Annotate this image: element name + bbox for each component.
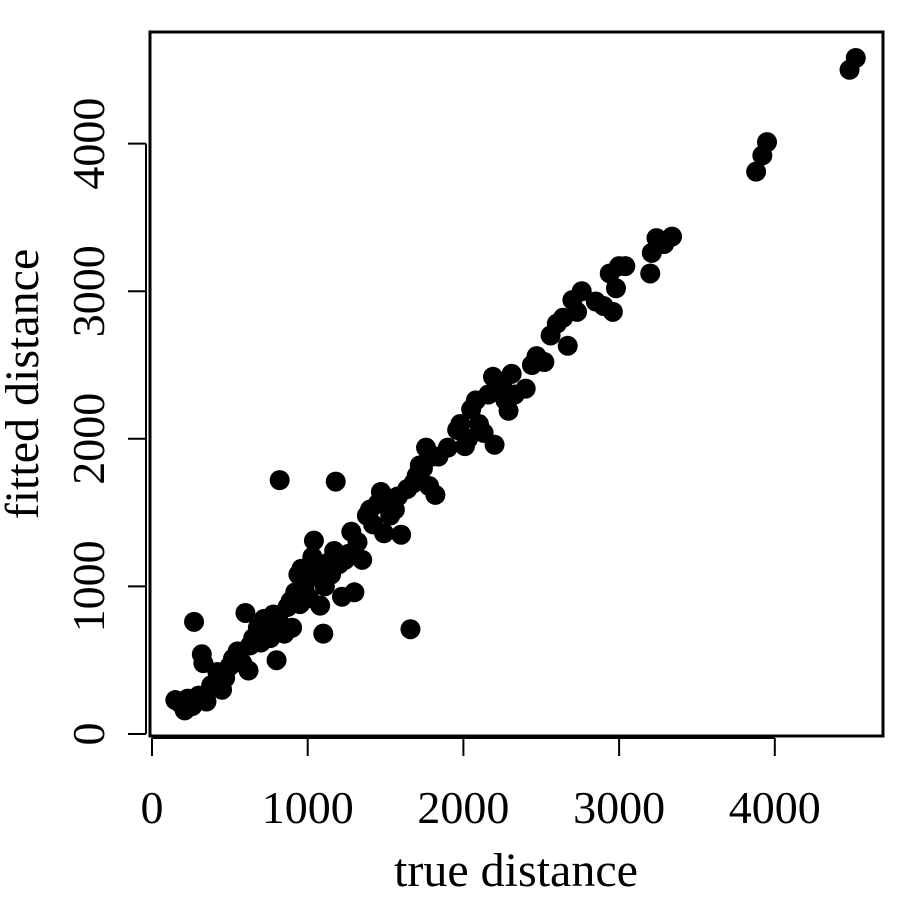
data-point	[425, 484, 446, 505]
data-point	[266, 650, 287, 671]
data-point	[303, 530, 324, 551]
x-tick-label: 3000	[573, 782, 665, 833]
y-axis-title: fitted distance	[0, 249, 49, 520]
y-tick-label: 0	[63, 723, 114, 746]
y-axis: 0 1000 2000 3000 4000	[63, 98, 147, 746]
data-point	[282, 617, 303, 638]
data-point	[325, 471, 346, 492]
data-point	[640, 263, 661, 284]
data-point	[567, 301, 588, 322]
data-point	[746, 161, 767, 182]
data-point	[557, 335, 578, 356]
data-point	[269, 470, 290, 491]
data-point	[605, 278, 626, 299]
y-tick-label: 3000	[63, 245, 114, 337]
y-tick-label: 2000	[63, 393, 114, 485]
data-point	[501, 363, 522, 384]
x-tick-label: 0	[141, 782, 164, 833]
data-point	[373, 523, 394, 544]
data-points	[165, 47, 866, 721]
data-point	[534, 352, 555, 373]
data-point	[196, 691, 217, 712]
data-point	[515, 378, 536, 399]
data-point	[845, 47, 866, 68]
data-point	[615, 256, 636, 277]
y-tick-label: 4000	[63, 98, 114, 190]
data-point	[484, 434, 505, 455]
x-tick-label: 4000	[729, 782, 821, 833]
x-axis: 0 1000 2000 3000 4000	[141, 737, 821, 833]
x-axis-title: true distance	[394, 844, 638, 897]
data-point	[310, 595, 331, 616]
data-point	[450, 414, 471, 435]
data-point	[235, 602, 256, 623]
data-point	[757, 132, 778, 153]
data-point	[238, 660, 259, 681]
data-point	[602, 301, 623, 322]
data-point	[391, 524, 412, 545]
data-point	[347, 532, 368, 553]
data-point	[184, 611, 205, 632]
data-point	[458, 428, 479, 449]
plot-frame	[148, 30, 885, 738]
data-point	[344, 582, 365, 603]
data-point	[571, 281, 592, 302]
data-point	[498, 400, 519, 421]
data-point	[352, 549, 373, 570]
data-point	[437, 437, 458, 458]
y-tick-label: 1000	[63, 540, 114, 632]
data-point	[400, 619, 421, 640]
data-point	[662, 226, 683, 247]
x-tick-label: 1000	[262, 782, 354, 833]
x-tick-label: 2000	[417, 782, 509, 833]
data-point	[313, 623, 334, 644]
